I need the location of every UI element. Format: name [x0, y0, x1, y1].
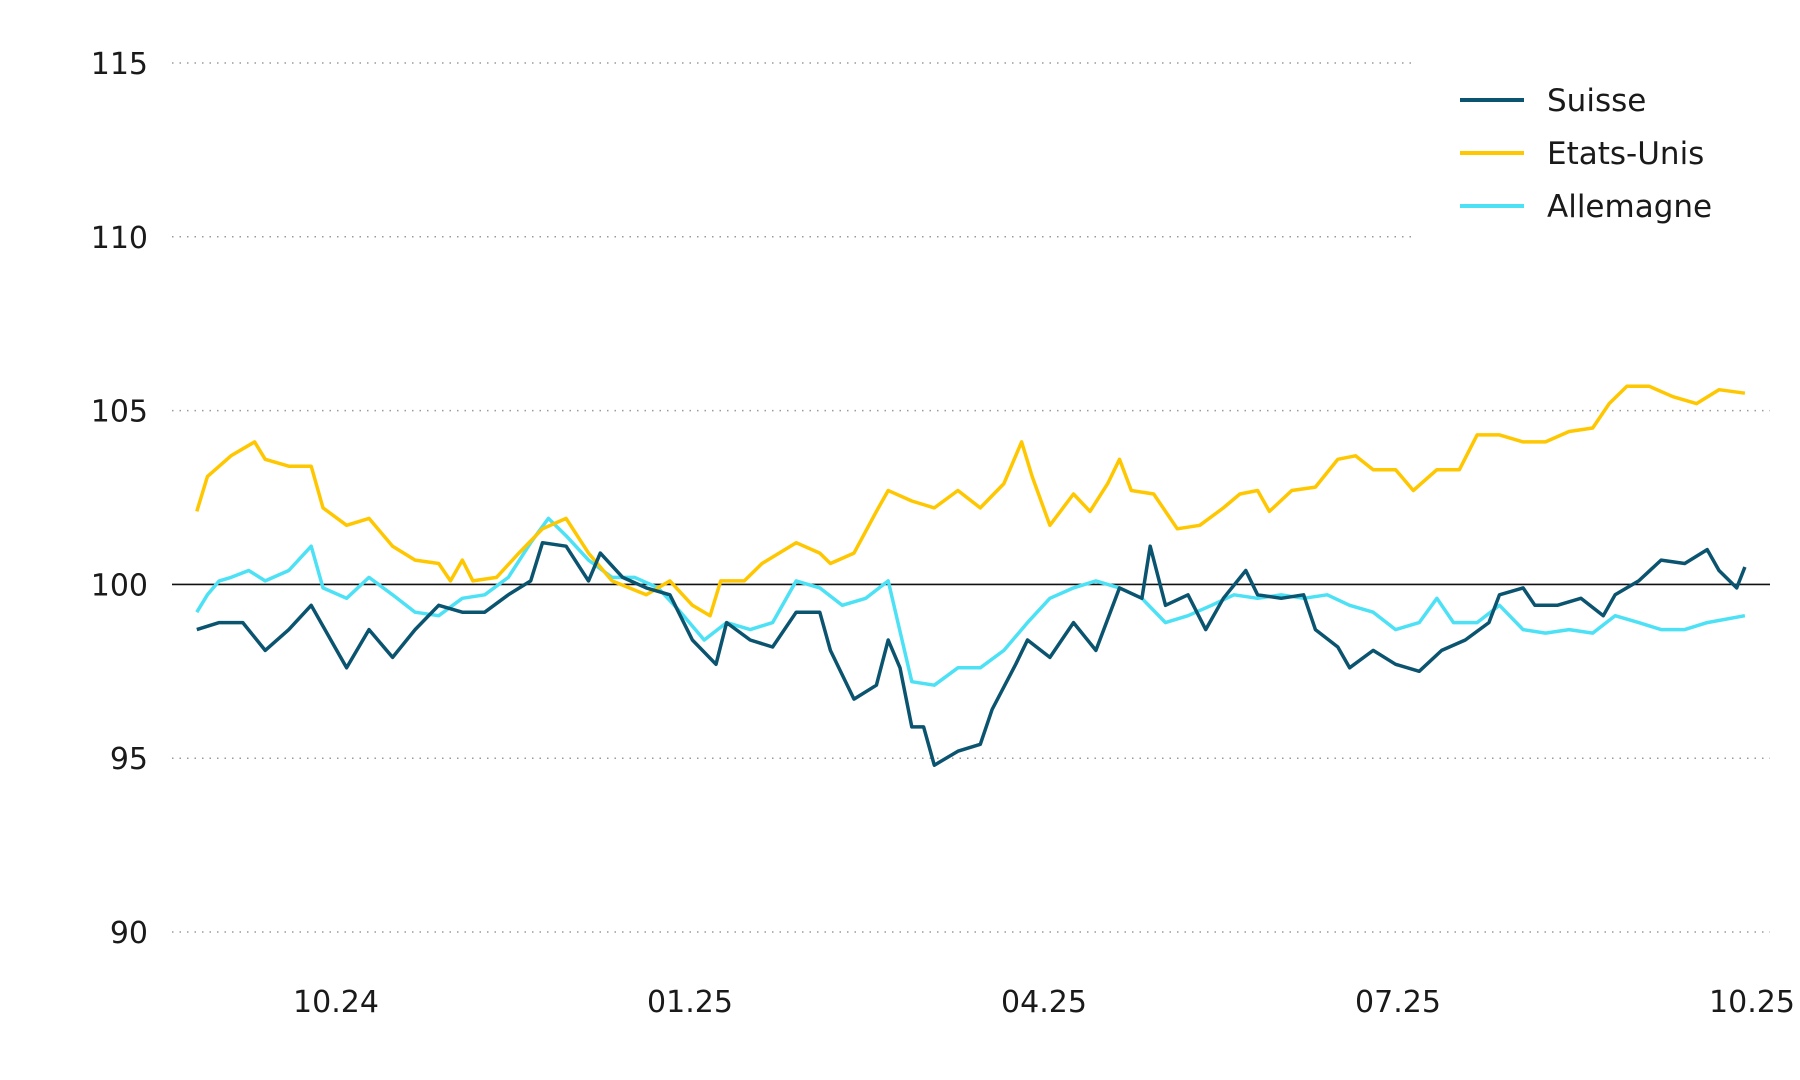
- x-tick-label: 07.25: [1355, 985, 1441, 1020]
- y-tick-label: 115: [91, 47, 148, 82]
- gridlines: [172, 62, 1770, 933]
- y-tick-label: 100: [91, 568, 148, 603]
- series-line-allemagne: [195, 516, 1746, 687]
- x-tick-label: 10.25: [1709, 985, 1795, 1020]
- legend-label: Etats-Unis: [1547, 136, 1704, 172]
- x-axis-ticks: 10.24 01.25 04.25 07.25 10.25: [293, 985, 1795, 1020]
- legend-label: Allemagne: [1547, 189, 1712, 225]
- series-line-suisse: [196, 540, 1747, 767]
- series-lines: [195, 384, 1747, 767]
- x-tick-label: 04.25: [1001, 985, 1087, 1020]
- x-tick-label: 10.24: [293, 985, 379, 1020]
- y-tick-label: 110: [91, 221, 148, 256]
- legend: Suisse Etats-Unis Allemagne: [1460, 83, 1712, 225]
- y-tick-label: 95: [110, 742, 148, 777]
- x-tick-label: 01.25: [647, 985, 733, 1020]
- legend-label: Suisse: [1547, 83, 1646, 119]
- y-tick-label: 105: [91, 395, 148, 430]
- y-axis-ticks: 90 95 100 105 110 115: [91, 47, 148, 951]
- y-tick-label: 90: [110, 916, 148, 951]
- series-line-etats-unis: [195, 384, 1746, 618]
